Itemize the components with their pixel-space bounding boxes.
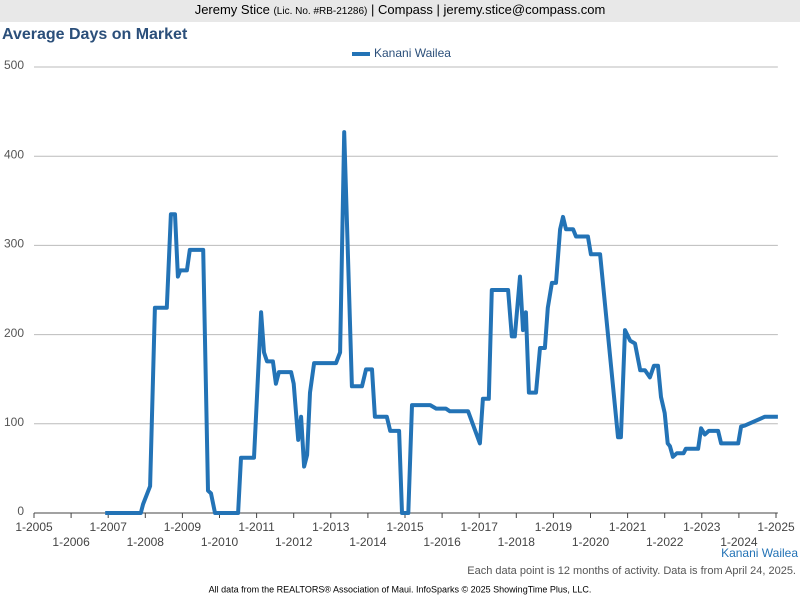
x-tick-label: 1-2024 (720, 535, 758, 549)
y-tick-label: 0 (17, 504, 24, 518)
x-tick-label: 1-2008 (127, 535, 165, 549)
chart-title: Average Days on Market (2, 26, 188, 43)
x-tick-label: 1-2006 (52, 535, 90, 549)
x-tick-label: 1-2022 (646, 535, 684, 549)
header-text: Jeremy Stice (Lic. No. #RB-21286) | Comp… (195, 2, 606, 17)
x-tick-label: 1-2021 (609, 520, 647, 534)
y-tick-label: 300 (4, 237, 24, 251)
x-tick-label: 1-2019 (535, 520, 573, 534)
x-tick-label: 1-2009 (164, 520, 202, 534)
legend-label: Kanani Wailea (374, 46, 451, 60)
x-tick-label: 1-2014 (349, 535, 387, 549)
note: Each data point is 12 months of activity… (467, 565, 796, 577)
x-tick-label: 1-2010 (201, 535, 239, 549)
x-tick-label: 1-2017 (461, 520, 499, 534)
license: (Lic. No. #RB-21286) (273, 6, 367, 17)
x-tick-label: 1-2016 (423, 535, 461, 549)
y-tick-label: 100 (4, 415, 24, 429)
x-tick-label: 1-2012 (275, 535, 313, 549)
x-tick-label: 1-2013 (312, 520, 350, 534)
x-tick-label: 1-2018 (498, 535, 536, 549)
x-tick-label: 1-2011 (238, 520, 275, 534)
y-tick-label: 400 (4, 147, 24, 161)
y-tick-label: 200 (4, 326, 24, 340)
x-tick-label: 1-2020 (572, 535, 610, 549)
x-tick-label: 1-2015 (386, 520, 424, 534)
x-tick-label: 1-2007 (90, 520, 128, 534)
x-tick-label: 1-2023 (683, 520, 721, 534)
contact: | Compass | jeremy.stice@compass.com (371, 2, 605, 17)
agent-name: Jeremy Stice (195, 2, 270, 17)
source: All data from the REALTORS® Association … (209, 584, 592, 594)
series-end-label: Kanani Wailea (721, 546, 798, 560)
x-tick-label: 1-2005 (15, 520, 53, 534)
x-tick-label: 1-2025 (757, 520, 795, 534)
header-bar (0, 0, 800, 22)
y-tick-label: 500 (4, 58, 24, 72)
series-line (105, 130, 778, 515)
